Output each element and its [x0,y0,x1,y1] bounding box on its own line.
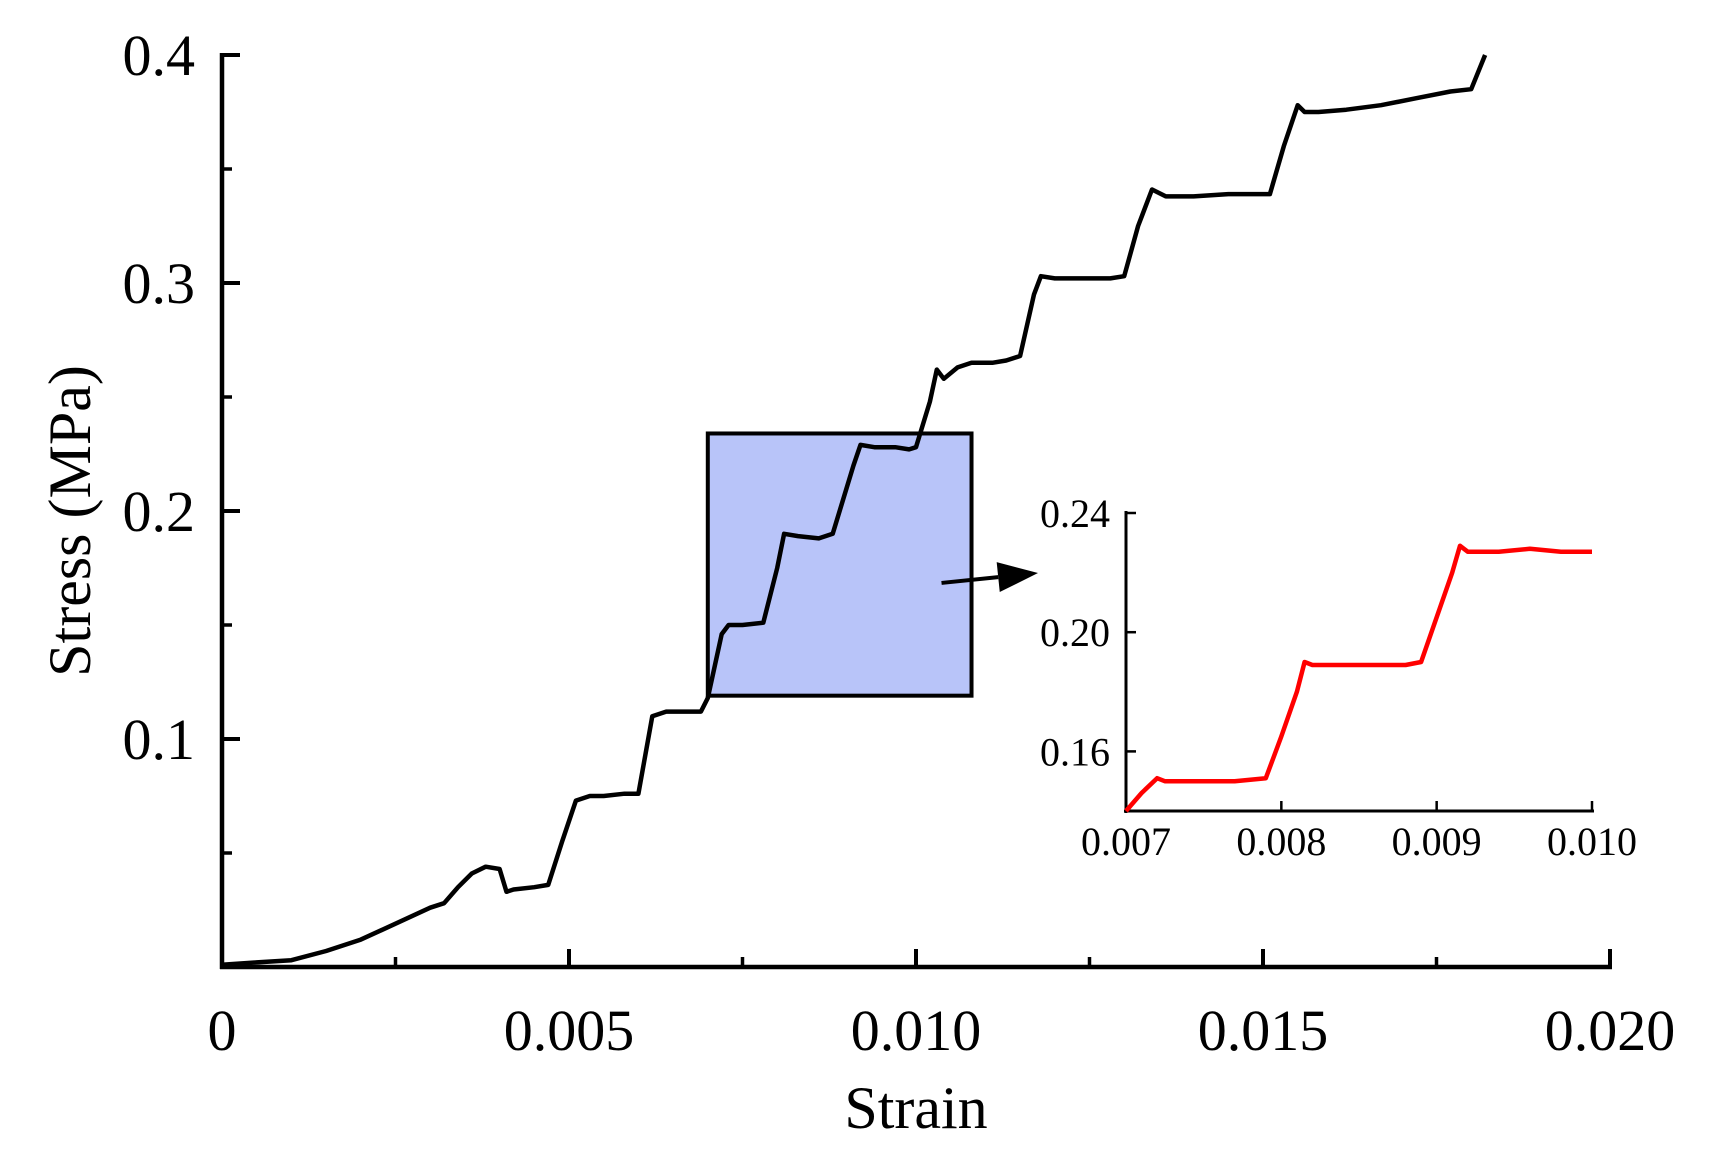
y-tick-label: 0.4 [123,23,196,88]
inset-y-tick-label: 0.24 [1040,491,1110,536]
y-tick-label: 0.2 [123,479,196,544]
inset-x-tick-label: 0.008 [1236,819,1326,864]
y-tick-label: 0.1 [123,707,196,772]
zoom-arrow-shaft [941,575,999,585]
inset-y-tick-label: 0.16 [1040,729,1110,774]
x-tick-label: 0.010 [851,998,982,1063]
x-tick-label: 0.020 [1545,998,1676,1063]
inset-x-tick-label: 0.007 [1081,819,1171,864]
zoom-region-box [705,431,974,698]
inset-plot: 0.007 0.008 0.009 0.010 0.16 0.20 0.24 [1040,491,1637,864]
x-axis-title: Strain [844,1075,987,1141]
zoom-arrow [941,562,1038,593]
inset-axes [1124,511,1594,813]
inset-y-tick-label: 0.20 [1040,610,1110,655]
zoom-arrow-head [996,562,1038,593]
stress-strain-line [221,54,1488,967]
main-plot: 0 0.005 0.010 0.015 0.020 0.1 0.2 0.3 0.4 Strain… [37,23,1675,1141]
x-tick-label: 0 [208,998,237,1063]
inset-ticks: 0.007 0.008 0.009 0.010 0.16 0.20 0.24 [1040,491,1637,864]
inset-x-tick-label: 0.009 [1392,819,1482,864]
y-axis-title: Stress (MPa) [37,365,103,677]
main-ticks: 0 0.005 0.010 0.015 0.020 0.1 0.2 0.3 0.4 [123,23,1676,1063]
x-tick-label: 0.005 [504,998,635,1063]
inset-x-tick-label: 0.010 [1547,819,1637,864]
x-tick-label: 0.015 [1198,998,1329,1063]
y-tick-label: 0.3 [123,251,196,316]
inset-stress-strain-line [1124,543,1592,813]
